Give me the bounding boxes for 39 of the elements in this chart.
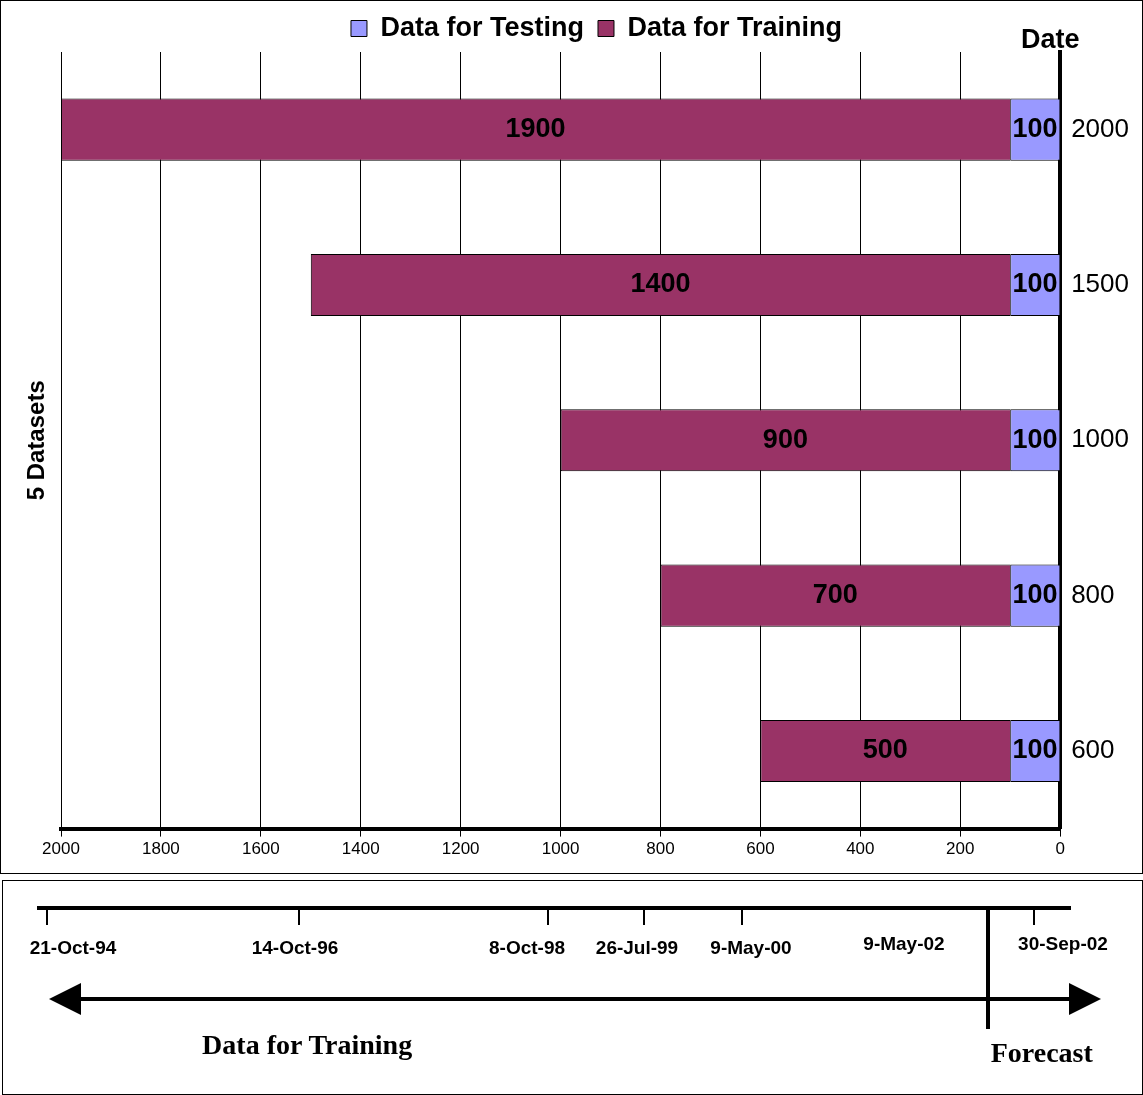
x-tick-label: 1400 <box>341 839 380 859</box>
x-tick-label: 2000 <box>42 839 80 859</box>
data-label: 100 <box>1012 268 1058 299</box>
data-label: 1900 <box>505 113 566 144</box>
y-tick-label: 1500 <box>1071 268 1129 299</box>
text: Forecast <box>990 1037 1093 1069</box>
data-label: 700 <box>812 579 858 610</box>
text: 9-May-00 <box>710 937 792 959</box>
text: Data for Training <box>202 1029 413 1061</box>
x-tick-label: 1800 <box>142 839 180 859</box>
x-tick-label: 200 <box>946 839 975 859</box>
text: 9-May-02 <box>863 933 945 955</box>
x-tick-label: 0 <box>1055 839 1065 859</box>
x-tick-label: 600 <box>746 839 775 859</box>
text: 14-Oct-96 <box>251 937 339 959</box>
x-tick-label: 800 <box>646 839 675 859</box>
text: 8-Oct-98 <box>488 937 566 959</box>
y-tick-label: 600 <box>1071 734 1115 765</box>
data-label: 100 <box>1012 734 1058 765</box>
x-tick-label: 1000 <box>541 839 580 859</box>
y-tick-label: 1000 <box>1071 423 1129 454</box>
data-label: 100 <box>1012 423 1058 454</box>
text: 26-Jul-99 <box>595 937 679 959</box>
x-tick-label: 1200 <box>441 839 480 859</box>
data-label: 100 <box>1012 113 1058 144</box>
y-tick-label: 2000 <box>1071 112 1129 143</box>
data-label: 500 <box>862 734 908 765</box>
x-tick-label: 1600 <box>241 839 280 859</box>
data-label: 900 <box>762 423 808 454</box>
legend-label: Data for Testing <box>380 11 584 42</box>
y-axis-title: 5 Datasets <box>21 380 49 501</box>
annotation: Date <box>1020 24 1080 55</box>
data-label: 100 <box>1012 579 1058 610</box>
y-tick-label: 800 <box>1071 578 1115 609</box>
text: 21-Oct-94 <box>29 937 117 959</box>
data-label: 1400 <box>630 268 691 299</box>
legend-label: Data for Training <box>627 11 843 42</box>
x-tick-label: 400 <box>846 839 875 859</box>
text: 30-Sep-02 <box>1018 933 1108 955</box>
